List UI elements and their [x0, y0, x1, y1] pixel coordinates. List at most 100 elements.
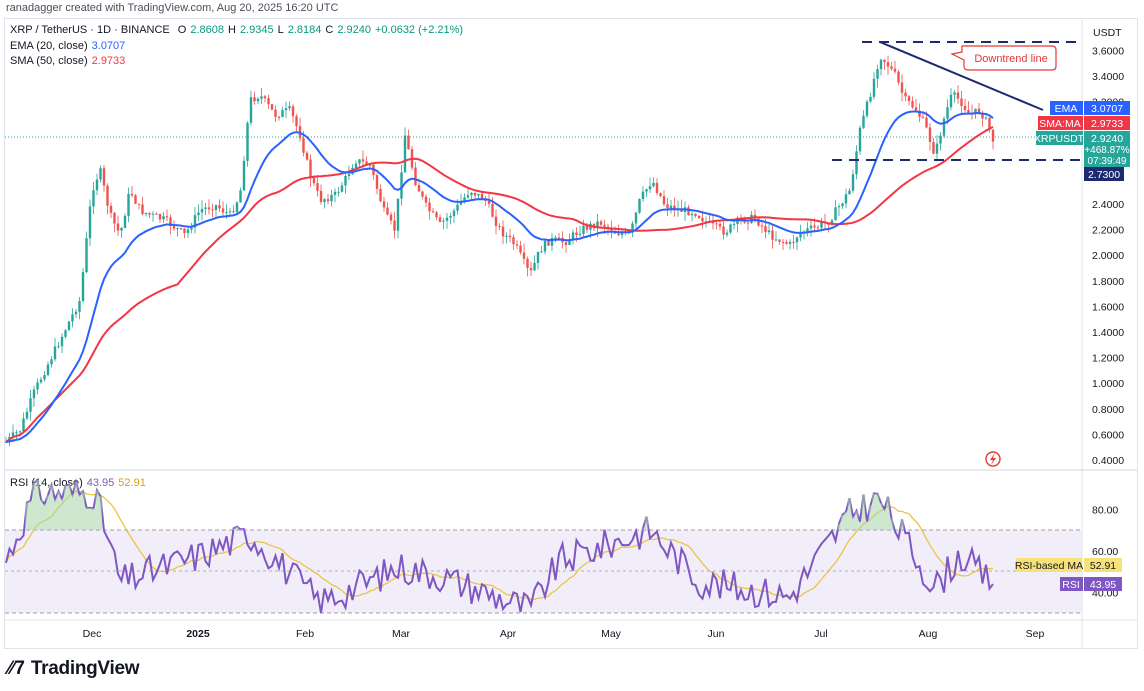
- candle-body: [113, 212, 116, 224]
- candle-body: [123, 215, 127, 228]
- candle-body: [281, 110, 284, 118]
- candle-body: [746, 222, 750, 224]
- candle-body: [925, 117, 928, 128]
- downtrend-callout-text: Downtrend line: [974, 53, 1047, 65]
- candle-body: [914, 107, 918, 111]
- time-tick-label: Dec: [83, 628, 102, 640]
- candle-body: [865, 101, 869, 116]
- candle-body: [326, 199, 330, 202]
- sma-legend[interactable]: SMA (50, close) 2.9733: [10, 55, 125, 67]
- candle-body: [928, 127, 932, 142]
- candle-body: [232, 211, 235, 213]
- candle-body: [193, 215, 197, 228]
- price-tick-label: 1.0000: [1092, 378, 1124, 390]
- candle-body: [911, 101, 914, 108]
- candle-body: [155, 213, 158, 215]
- candle-body: [725, 232, 729, 235]
- lightning-icon[interactable]: [985, 451, 1001, 467]
- candle-body: [652, 182, 655, 187]
- candle-body: [102, 168, 106, 186]
- candle-body: [697, 215, 701, 218]
- rsi-axis-label-name: RSI: [1062, 579, 1080, 591]
- candle-body: [848, 190, 851, 195]
- candle-body: [452, 210, 456, 216]
- candle-body: [137, 203, 141, 205]
- candle-body: [11, 432, 15, 437]
- candle-body: [288, 106, 291, 109]
- candle-body: [641, 191, 645, 200]
- downtrend-line[interactable]: [879, 41, 1044, 111]
- candle-body: [785, 242, 788, 244]
- ema-axis-label-value: 3.0707: [1091, 103, 1123, 115]
- candle-body: [844, 194, 848, 204]
- change-value: +0.0632 (+2.21%): [374, 24, 464, 36]
- candle-body: [263, 96, 267, 99]
- candle-body: [963, 105, 967, 111]
- candle-body: [57, 346, 60, 348]
- candle-body: [750, 214, 753, 223]
- close-label: C: [325, 24, 334, 36]
- candle-body: [596, 221, 599, 229]
- candle-body: [190, 227, 193, 230]
- candle-body: [792, 241, 795, 243]
- symbol-title[interactable]: XRP / TetherUS · 1D · BINANCE: [10, 24, 170, 36]
- candle-body: [302, 138, 305, 153]
- price-tick-label: 3.4000: [1092, 71, 1124, 83]
- downtrend-callout[interactable]: Downtrend line: [950, 45, 1057, 71]
- price-tick-label: 2.4000: [1092, 199, 1124, 211]
- candle-body: [375, 175, 379, 189]
- ema-legend[interactable]: EMA (20, close) 3.0707: [10, 40, 125, 52]
- candle-body: [29, 398, 32, 412]
- rsi-axis-label-value: 43.95: [1090, 579, 1116, 591]
- candle-body: [687, 207, 690, 216]
- candle-body: [956, 92, 960, 99]
- price-tick-label: 1.6000: [1092, 301, 1124, 313]
- candle-body: [949, 94, 953, 108]
- candle-body: [855, 151, 858, 175]
- candle-body: [407, 135, 410, 150]
- rsi-tick-label: 60.00: [1092, 546, 1118, 558]
- rsi-ma-axis-label-value: 52.91: [1090, 560, 1116, 572]
- candle-body: [71, 314, 74, 322]
- candle-body: [431, 211, 435, 213]
- candle-body: [438, 217, 442, 222]
- candle-body: [767, 230, 771, 233]
- symbol-axis-label-name: XRPUSDT: [1034, 133, 1085, 145]
- candle-body: [120, 227, 123, 231]
- candle-body: [536, 251, 540, 263]
- price-tick-label: 2.2000: [1092, 225, 1124, 237]
- candle-body: [165, 216, 169, 218]
- candle-body: [95, 179, 99, 191]
- candle-body: [239, 190, 242, 203]
- candle-body: [127, 193, 130, 216]
- candle-body: [879, 59, 883, 70]
- candle-body: [771, 230, 774, 240]
- candle-body: [169, 217, 172, 227]
- symbol-axis-label-value: 2.9240: [1091, 133, 1123, 145]
- candle-body: [900, 82, 904, 93]
- price-tick-label: 1.4000: [1092, 327, 1124, 339]
- candle-body: [774, 239, 778, 241]
- sma-series-line: [5, 126, 994, 443]
- candle-body: [876, 69, 879, 79]
- time-tick-label: Jun: [708, 628, 725, 640]
- tradingview-logo[interactable]: ⁄⁄7 TradingView: [8, 658, 140, 680]
- candle-body: [659, 193, 662, 197]
- candle-body: [64, 330, 67, 337]
- symbol-axis-label-change: +468.87%: [1084, 145, 1129, 156]
- candle-body: [764, 226, 767, 233]
- candle-body: [862, 115, 865, 128]
- candle-body: [106, 185, 109, 206]
- candle-body: [487, 200, 491, 204]
- candle-body: [15, 432, 18, 434]
- candle-body: [396, 198, 400, 231]
- candle-body: [85, 238, 88, 273]
- candle-body: [428, 202, 431, 212]
- candle-body: [666, 204, 669, 209]
- candle-body: [330, 194, 333, 202]
- candle-body: [214, 205, 218, 210]
- candle-body: [515, 244, 519, 246]
- time-tick-label: Apr: [500, 628, 517, 640]
